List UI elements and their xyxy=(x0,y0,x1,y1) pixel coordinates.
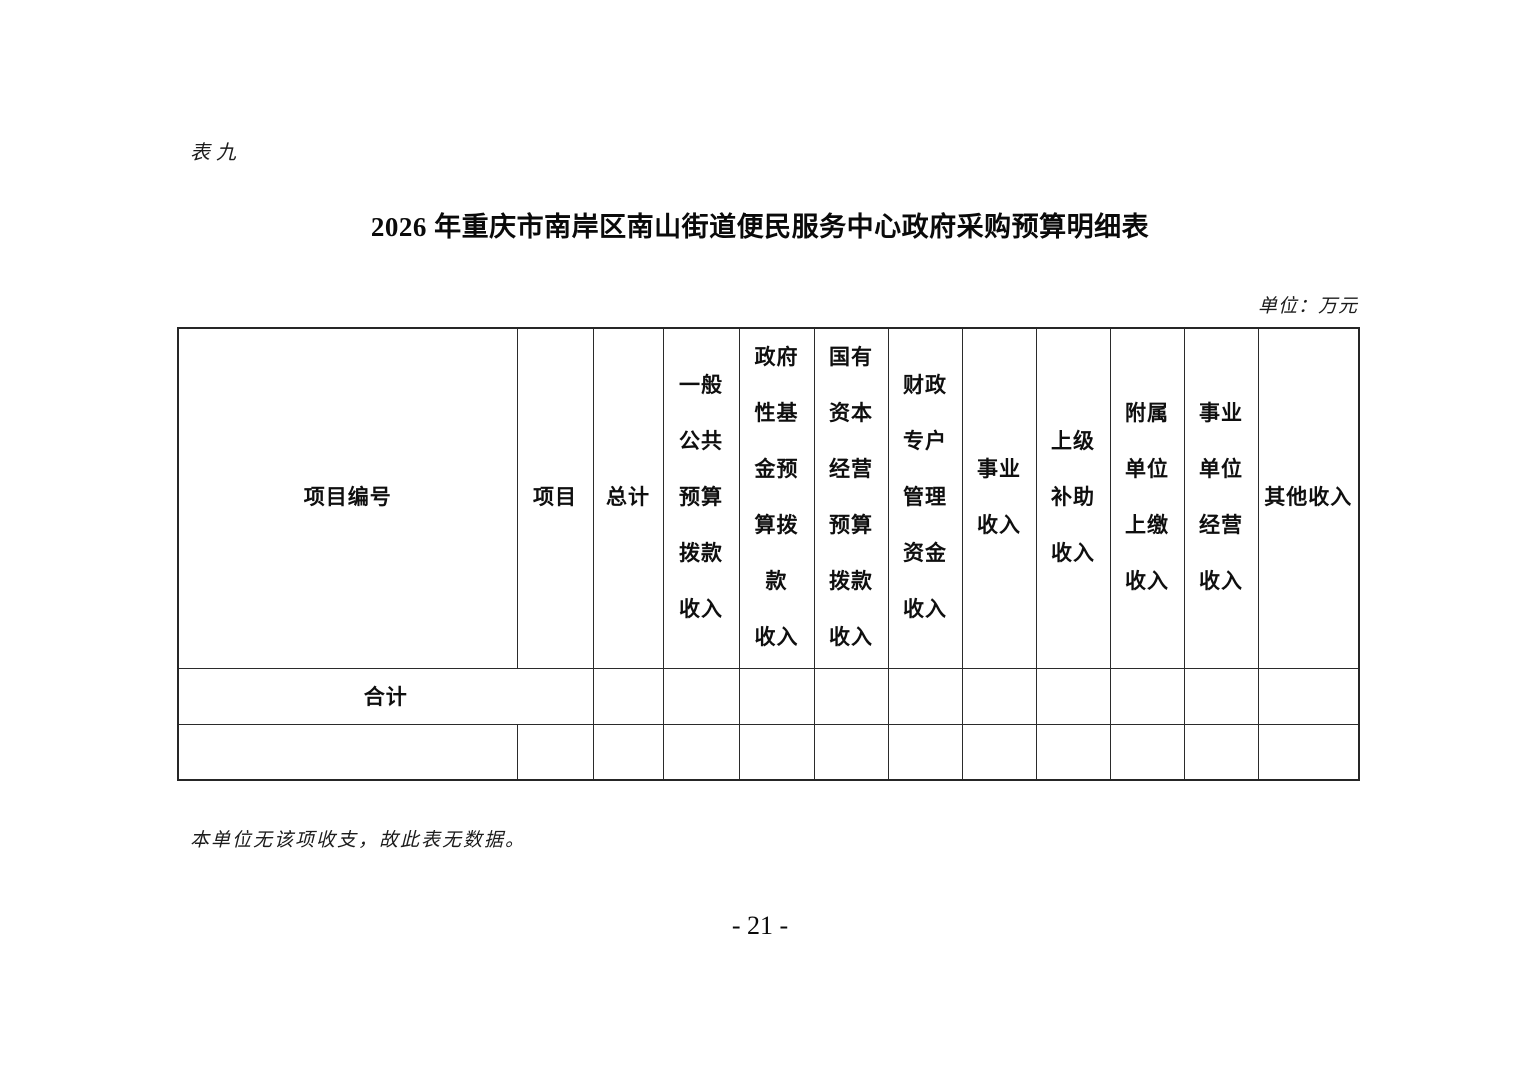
table-cell-empty xyxy=(592,723,664,781)
col-header-public-institution-operating-income: 事业 单位 经营 收入 xyxy=(1183,327,1259,669)
table-cell-empty xyxy=(813,723,889,781)
table-cell-empty xyxy=(516,723,594,781)
table-cell-empty xyxy=(662,667,740,725)
table-label: 表九 xyxy=(190,142,242,164)
table-cell-empty xyxy=(1035,667,1111,725)
table-cell-empty xyxy=(1257,667,1360,725)
table-cell-empty xyxy=(662,723,740,781)
table-cell-empty xyxy=(1183,667,1259,725)
table-cell-empty xyxy=(177,723,518,781)
page-number: - 21 - xyxy=(731,911,789,940)
table-row-total: 合计 xyxy=(177,667,1360,725)
col-header-grand-total: 总计 xyxy=(592,327,664,669)
footer-note: 本单位无该项收支，故此表无数据。 xyxy=(190,830,527,851)
col-header-project: 项目 xyxy=(516,327,594,669)
table-cell-empty xyxy=(887,723,963,781)
col-header-general-public-budget-income: 一般 公共 预算 拨款 收入 xyxy=(662,327,740,669)
table-header-row: 项目编号 项目 总计 一般 公共 预算 拨款 收入 政府 性基 金预 算拨 款 … xyxy=(177,327,1360,669)
table-cell-empty xyxy=(887,667,963,725)
col-header-project-code: 项目编号 xyxy=(177,327,518,669)
table-cell-empty xyxy=(1109,723,1185,781)
unit-note: 单位：万元 xyxy=(1257,296,1358,317)
table-cell-empty xyxy=(592,667,664,725)
col-header-other-income: 其他收入 xyxy=(1257,327,1360,669)
table-cell-empty xyxy=(1257,723,1360,781)
col-header-public-institution-income: 事业 收入 xyxy=(961,327,1037,669)
table-cell-empty xyxy=(1109,667,1185,725)
table-cell-empty xyxy=(1035,723,1111,781)
page-title: 2026 年重庆市南岸区南山街道便民服务中心政府采购预算明细表 xyxy=(370,212,1150,242)
total-row-label-cell: 合计 xyxy=(177,667,594,725)
table-row-empty xyxy=(177,723,1360,781)
table-cell-empty xyxy=(961,723,1037,781)
col-header-superior-subsidy-income: 上级 补助 收入 xyxy=(1035,327,1111,669)
col-header-state-capital-budget-income: 国有 资本 经营 预算 拨款 收入 xyxy=(813,327,889,669)
table-cell-empty xyxy=(1183,723,1259,781)
col-header-government-fund-budget-income: 政府 性基 金预 算拨 款 收入 xyxy=(738,327,815,669)
table-cell-empty xyxy=(813,667,889,725)
budget-table: 项目编号 项目 总计 一般 公共 预算 拨款 收入 政府 性基 金预 算拨 款 … xyxy=(177,327,1360,781)
table-cell-empty xyxy=(738,723,815,781)
col-header-fiscal-special-account-income: 财政 专户 管理 资金 收入 xyxy=(887,327,963,669)
table-cell-empty xyxy=(738,667,815,725)
table-cell-empty xyxy=(961,667,1037,725)
col-header-affiliated-unit-remitted-income: 附属 单位 上缴 收入 xyxy=(1109,327,1185,669)
